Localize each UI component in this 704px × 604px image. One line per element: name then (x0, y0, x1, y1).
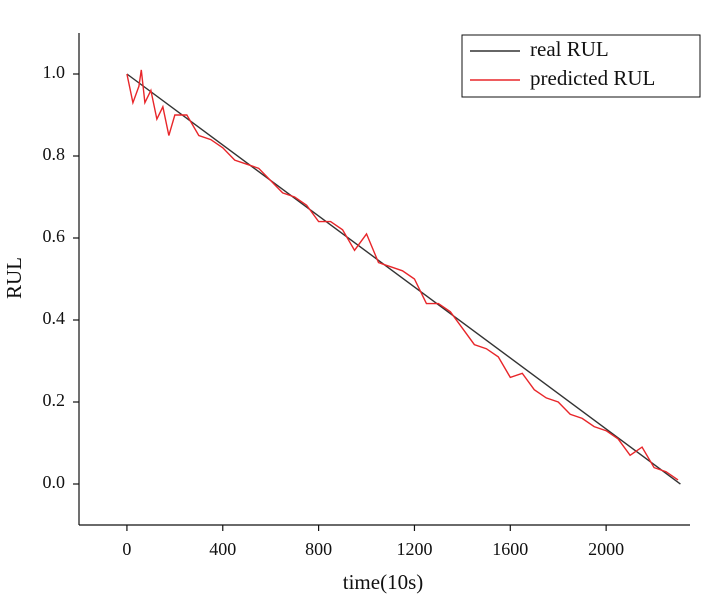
y-axis-label: RUL (2, 257, 26, 299)
x-tick-label: 400 (209, 539, 236, 559)
line-series (126, 69, 679, 481)
line-series (126, 73, 681, 485)
y-tick-label: 0.6 (43, 226, 66, 246)
y-tick-label: 0.8 (43, 144, 66, 164)
x-tick-label: 1200 (396, 539, 432, 559)
x-tick-label: 1600 (492, 539, 528, 559)
y-tick-label: 1.0 (43, 62, 66, 82)
x-tick-label: 2000 (588, 539, 624, 559)
legend-box (461, 34, 701, 98)
legend-label: predicted RUL (530, 66, 655, 90)
y-tick-label: 0.4 (43, 308, 66, 328)
x-axis-label: time(10s) (343, 570, 423, 594)
y-tick-label: 0.2 (43, 390, 66, 410)
x-tick-label: 800 (305, 539, 332, 559)
x-tick-label: 0 (122, 539, 131, 559)
legend-label: real RUL (530, 37, 609, 61)
y-tick-label: 0.0 (43, 472, 66, 492)
